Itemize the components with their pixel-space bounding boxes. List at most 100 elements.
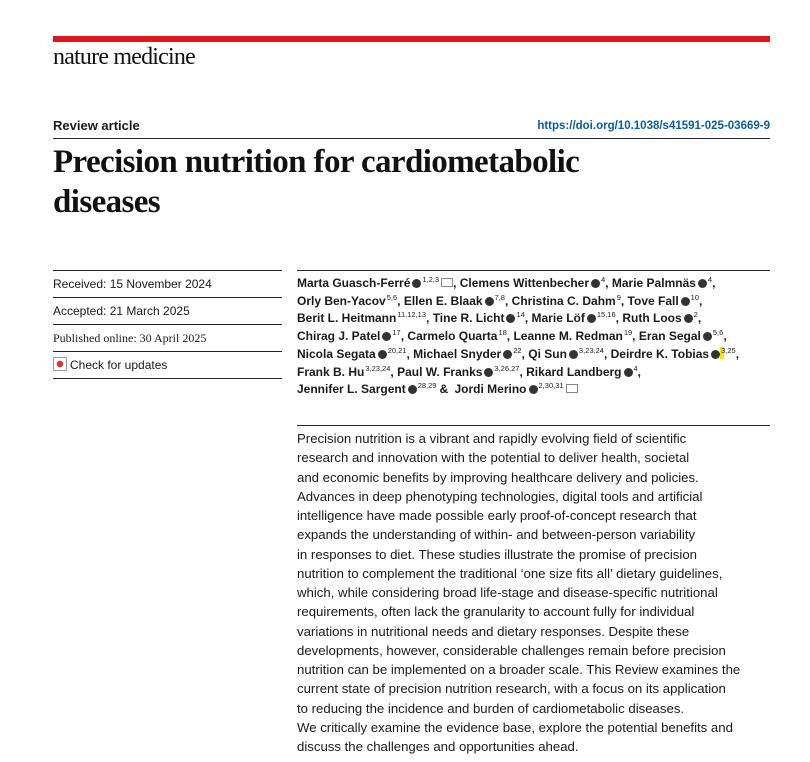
author-name: Tove Fall [627,293,679,308]
email-icon [565,384,578,394]
separator: , [406,346,410,361]
updates-label[interactable]: Check for updates [70,358,168,372]
published-date: Published online: 30 April 2025 [53,325,282,352]
author: Qi Sun 3,23,24, [528,347,610,361]
affiliation: 1,2,3 [422,275,440,284]
author: Jennifer L. Sargent 28,29 & [297,382,455,396]
author: Deirdre K. Tobias 3,25, [611,347,739,361]
author-name: Marta Guasch-Ferré [297,276,411,290]
affiliation: 4 [633,363,638,373]
affiliation: 20,21 [387,345,407,355]
author-line: Marta Guasch-Ferré 1,2,3, Clemens Wittenb… [297,275,770,293]
separator: , [697,311,702,326]
affiliation: 10 [690,292,700,302]
abstract-line: variations in nutritional needs and diet… [297,623,690,639]
separator: , [453,276,457,290]
author: Marta Guasch-Ferré 1,2,3, [297,276,460,290]
author-name: Eran Segal [638,329,701,344]
author-name: Clemens Wittenbecher [459,276,590,290]
author-line: Berit L. Heitmann11,12,13, Tine R. Licht… [297,310,770,328]
author-list: Marta Guasch-Ferré 1,2,3, Clemens Wittenb… [297,270,770,399]
separator: , [605,276,609,290]
abstract-line: to reducing the incidence and burden of … [297,700,685,716]
author-name: Jordi Merino [454,382,527,397]
check-updates[interactable]: Check for updates [53,352,282,379]
author: Frank B. Hu3,23,24, [297,363,397,379]
abstract-line: research and innovation with the potenti… [297,450,690,466]
orcid-icon [503,349,513,359]
separator: , [735,346,740,361]
affiliation: 15,16 [596,310,616,320]
author-name: Carmelo Quarta [407,329,498,344]
doi-link[interactable]: https://doi.org/10.1038/s41591-025-03669… [537,120,770,132]
author-name: Chirag J. Patel [297,329,381,344]
orcid-icon [697,279,707,288]
orcid-icon [680,296,690,306]
author: Christina C. Dahm9, [511,292,628,308]
highlight [720,346,725,359]
author: Jordi Merino 2,30,31 [455,382,578,396]
author: Marie Palmnäs 4, [612,276,716,290]
title-line: diseases [53,184,161,220]
affiliation: 2,30,31 [538,381,564,391]
separator: , [426,311,430,326]
affiliation: 9 [616,292,621,302]
abstract-line: Precision nutrition is a vibrant and rap… [297,431,687,446]
abstract-line: which, while considering broad life-stag… [297,585,718,600]
affiliation: 7,8 [494,292,505,302]
author-line: Orly Ben-Yacov5,6, Ellen E. Blaak 7,8, Ch… [297,293,770,311]
orcid-icon [407,385,417,395]
abstract-line: We critically examine the evidence base,… [297,719,733,735]
received-date: Received: 15 November 2024 [53,271,282,298]
separator: , [524,311,529,326]
separator: , [400,329,405,344]
updates-icon [53,357,67,371]
author-name: Berit L. Heitmann [297,311,397,326]
abstract-line: intelligence have made possible early pr… [297,508,697,523]
affiliation: 22 [513,345,522,355]
author-name: Frank B. Hu [297,364,365,379]
abstract-line: nutrition to complement the traditional … [297,565,723,581]
author-line: Chirag J. Patel 17, Carmelo Quarta18, Lea… [297,328,770,346]
author: Tove Fall 10, [627,292,703,308]
author-name: Nicola Segata [297,346,376,361]
affiliation: 3,23,24 [365,363,391,373]
author: Chirag J. Patel 17, [297,329,407,343]
separator: , [506,329,511,344]
author-name: Ruth Loos [622,311,682,326]
affiliation: 19 [623,328,633,338]
author: Berit L. Heitmann11,12,13, [297,311,433,325]
affiliation: 17 [392,328,401,338]
journal-name: nature medicine [53,44,196,70]
orcid-icon [623,367,633,377]
affiliation: 28,29 [417,381,437,391]
author: Orly Ben-Yacov5,6, [297,292,404,308]
author-name: Qi Sun [528,346,567,361]
affiliation: 14 [516,310,525,320]
author: Eran Segal 5,6, [639,329,727,343]
author-name: Deirdre K. Tobias [610,346,710,361]
affiliation: 5,6 [712,328,724,338]
affiliation: 5,6 [386,292,398,302]
separator: , [504,293,509,308]
author-name: Jennifer L. Sargent [297,382,406,397]
author-name: Rikard Landberg [526,364,622,379]
author: Nicola Segata 20,21, [297,347,413,361]
orcid-icon [711,349,721,359]
author-name: Michael Snyder [413,346,502,361]
affiliation: 11,12,13 [397,310,426,320]
rule [53,138,770,139]
abstract-line: and economic benefits by improving healt… [297,469,699,485]
orcid-icon [568,349,578,359]
author-name: Orly Ben-Yacov [297,293,386,308]
email-icon [441,278,454,287]
author-name: Marie Löf [531,311,585,326]
affiliation: 4 [601,275,606,284]
author-name: Leanne M. Redman [513,329,623,344]
author-name: Christina C. Dahm [511,293,616,308]
author-name: Tine R. Licht [432,311,505,326]
author-name: Paul W. Franks [397,364,483,379]
author: Carmelo Quarta18, [407,329,513,343]
orcid-icon [412,279,422,288]
